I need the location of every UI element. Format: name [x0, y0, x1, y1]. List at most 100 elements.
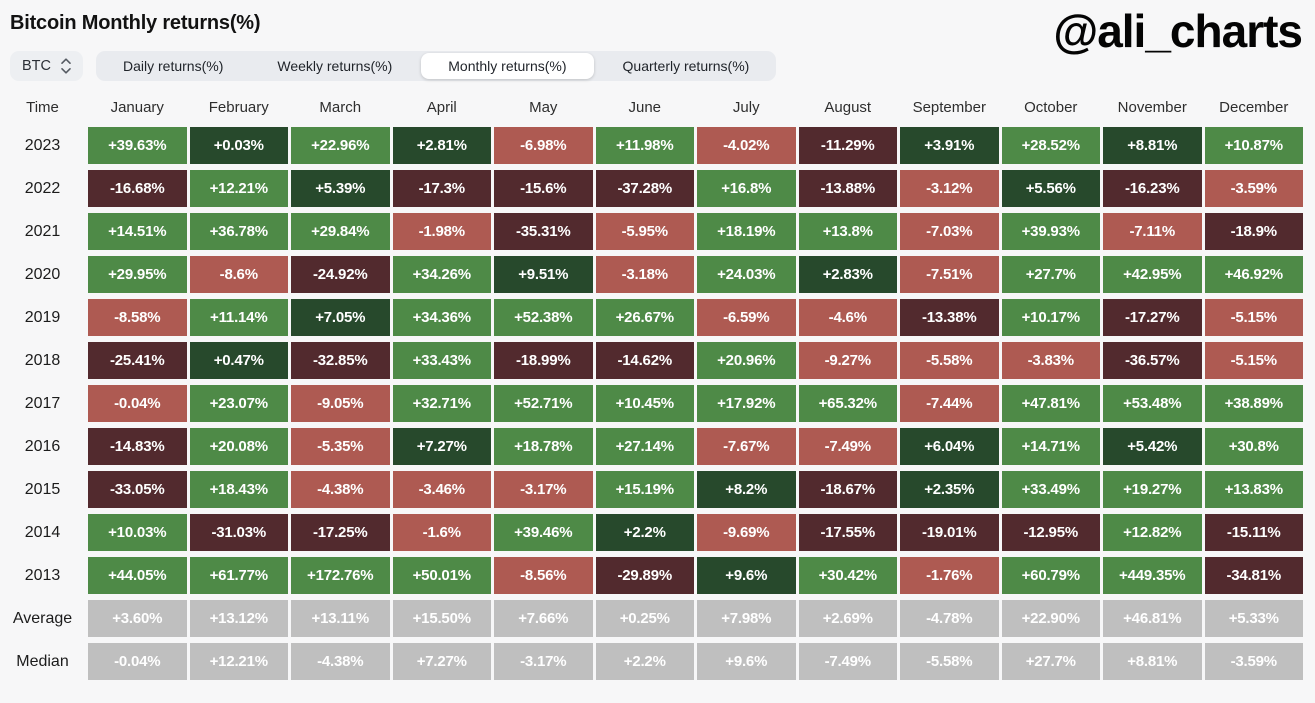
year-row: 2023 +39.63% +0.03% +22.96% +2.81% -6.98% +11.… [0, 127, 1303, 164]
return-cell: -32.85% [291, 342, 390, 379]
return-cell: +5.42% [1103, 428, 1202, 465]
return-cell: +33.49% [1001, 471, 1100, 508]
return-cell: -9.27% [798, 342, 897, 379]
return-cell: -18.67% [798, 471, 897, 508]
return-cell: +19.27% [1103, 471, 1202, 508]
return-cell: -4.02% [697, 127, 796, 164]
return-cell: -3.18% [595, 256, 694, 293]
year-row: 2022 -16.68% +12.21% +5.39% -17.3% -15.6% -37.… [0, 170, 1303, 207]
return-cell: -18.9% [1204, 213, 1303, 250]
year-row: 2018 -25.41% +0.47% -32.85% +33.43% -18.99% -1… [0, 342, 1303, 379]
return-cell: +30.42% [798, 557, 897, 594]
tab-quarterly-returns[interactable]: Quarterly returns(%) [622, 58, 750, 74]
year-row: 2016 -14.83% +20.08% -5.35% +7.27% +18.78% +27… [0, 428, 1303, 465]
return-cell: +20.08% [189, 428, 288, 465]
return-cell: +13.8% [798, 213, 897, 250]
year-row: 2020 +29.95% -8.6% -24.92% +34.26% +9.51% -3.1… [0, 256, 1303, 293]
return-cell: -9.05% [291, 385, 390, 422]
return-cell: +38.89% [1204, 385, 1303, 422]
return-cell: -3.12% [900, 170, 999, 207]
return-cell: -8.6% [189, 256, 288, 293]
return-cell: +39.46% [494, 514, 593, 551]
year-row: 2013 +44.05% +61.77% +172.76% +50.01% -8.56% -… [0, 557, 1303, 594]
return-cell: +5.39% [291, 170, 390, 207]
return-cell: -19.01% [900, 514, 999, 551]
return-cell: +20.96% [697, 342, 796, 379]
return-cell: -6.59% [697, 299, 796, 336]
return-cell: -3.17% [494, 471, 593, 508]
return-cell: -4.78% [900, 600, 999, 637]
asset-selector-value: BTC [22, 58, 51, 74]
return-cell: -18.99% [494, 342, 593, 379]
return-cell: +11.14% [189, 299, 288, 336]
return-cell: +8.81% [1103, 127, 1202, 164]
return-cell: +2.2% [595, 643, 694, 680]
tab-daily-returns[interactable]: Daily returns(%) [123, 58, 224, 74]
return-cell: +29.95% [88, 256, 187, 293]
return-cell: -3.83% [1001, 342, 1100, 379]
month-column-header: July [732, 98, 760, 116]
return-cell: -17.3% [392, 170, 491, 207]
return-cell: -14.62% [595, 342, 694, 379]
page-title: Bitcoin Monthly returns(%) [10, 12, 261, 34]
month-column-header: October [1024, 98, 1078, 116]
return-cell: +39.63% [88, 127, 187, 164]
summary-row: Median -0.04% +12.21% -4.38% +7.27% -3.17% +2.… [0, 643, 1303, 680]
table-header-row: Time January February March April May June July… [0, 93, 1303, 121]
return-cell: +12.82% [1103, 514, 1202, 551]
returns-heatmap-table: Time January February March April May June July… [0, 93, 1315, 680]
return-cell: -9.69% [697, 514, 796, 551]
return-cell: +2.83% [798, 256, 897, 293]
return-cell: -7.49% [798, 643, 897, 680]
return-cell: -3.46% [392, 471, 491, 508]
return-cell: +52.38% [494, 299, 593, 336]
return-cell: +17.92% [697, 385, 796, 422]
row-label: 2023 [24, 136, 61, 154]
return-cell: -1.98% [392, 213, 491, 250]
return-cell: -4.6% [798, 299, 897, 336]
return-cell: +7.27% [392, 428, 491, 465]
row-label: 2013 [24, 566, 61, 584]
updown-chevron-icon [61, 58, 71, 74]
return-cell: -11.29% [798, 127, 897, 164]
return-cell: -7.49% [798, 428, 897, 465]
return-cell: +28.52% [1001, 127, 1100, 164]
return-cell: +7.05% [291, 299, 390, 336]
return-cell: +2.35% [900, 471, 999, 508]
return-cell: -4.38% [291, 643, 390, 680]
return-cell: +27.7% [1001, 643, 1100, 680]
return-cell: +7.98% [697, 600, 796, 637]
time-column-header: Time [26, 98, 59, 116]
return-cell: -5.15% [1204, 299, 1303, 336]
return-cell: +10.45% [595, 385, 694, 422]
return-cell: +34.26% [392, 256, 491, 293]
asset-selector[interactable]: BTC [10, 51, 83, 81]
return-cell: +53.48% [1103, 385, 1202, 422]
return-cell: +26.67% [595, 299, 694, 336]
tab-weekly-returns[interactable]: Weekly returns(%) [277, 58, 393, 74]
return-cell: +11.98% [595, 127, 694, 164]
return-cell: +46.81% [1103, 600, 1202, 637]
return-cell: -8.56% [494, 557, 593, 594]
return-cell: +9.51% [494, 256, 593, 293]
return-cell: +18.78% [494, 428, 593, 465]
return-cell: +5.56% [1001, 170, 1100, 207]
return-cell: -1.76% [900, 557, 999, 594]
return-cell: +13.12% [189, 600, 288, 637]
return-cell: -5.95% [595, 213, 694, 250]
return-cell: -3.59% [1204, 643, 1303, 680]
return-cell: -24.92% [291, 256, 390, 293]
month-column-header: November [1117, 98, 1187, 116]
row-label: 2018 [24, 351, 61, 369]
return-cell: -0.04% [88, 643, 187, 680]
year-row: 2021 +14.51% +36.78% +29.84% -1.98% -35.31% -5… [0, 213, 1303, 250]
return-cell: +30.8% [1204, 428, 1303, 465]
tab-monthly-returns[interactable]: Monthly returns(%) [421, 53, 594, 79]
return-cell: +0.25% [595, 600, 694, 637]
return-cell: -5.15% [1204, 342, 1303, 379]
return-cell: -16.68% [88, 170, 187, 207]
return-cell: +33.43% [392, 342, 491, 379]
return-cell: -5.35% [291, 428, 390, 465]
return-cell: +7.27% [392, 643, 491, 680]
return-cell: +23.07% [189, 385, 288, 422]
